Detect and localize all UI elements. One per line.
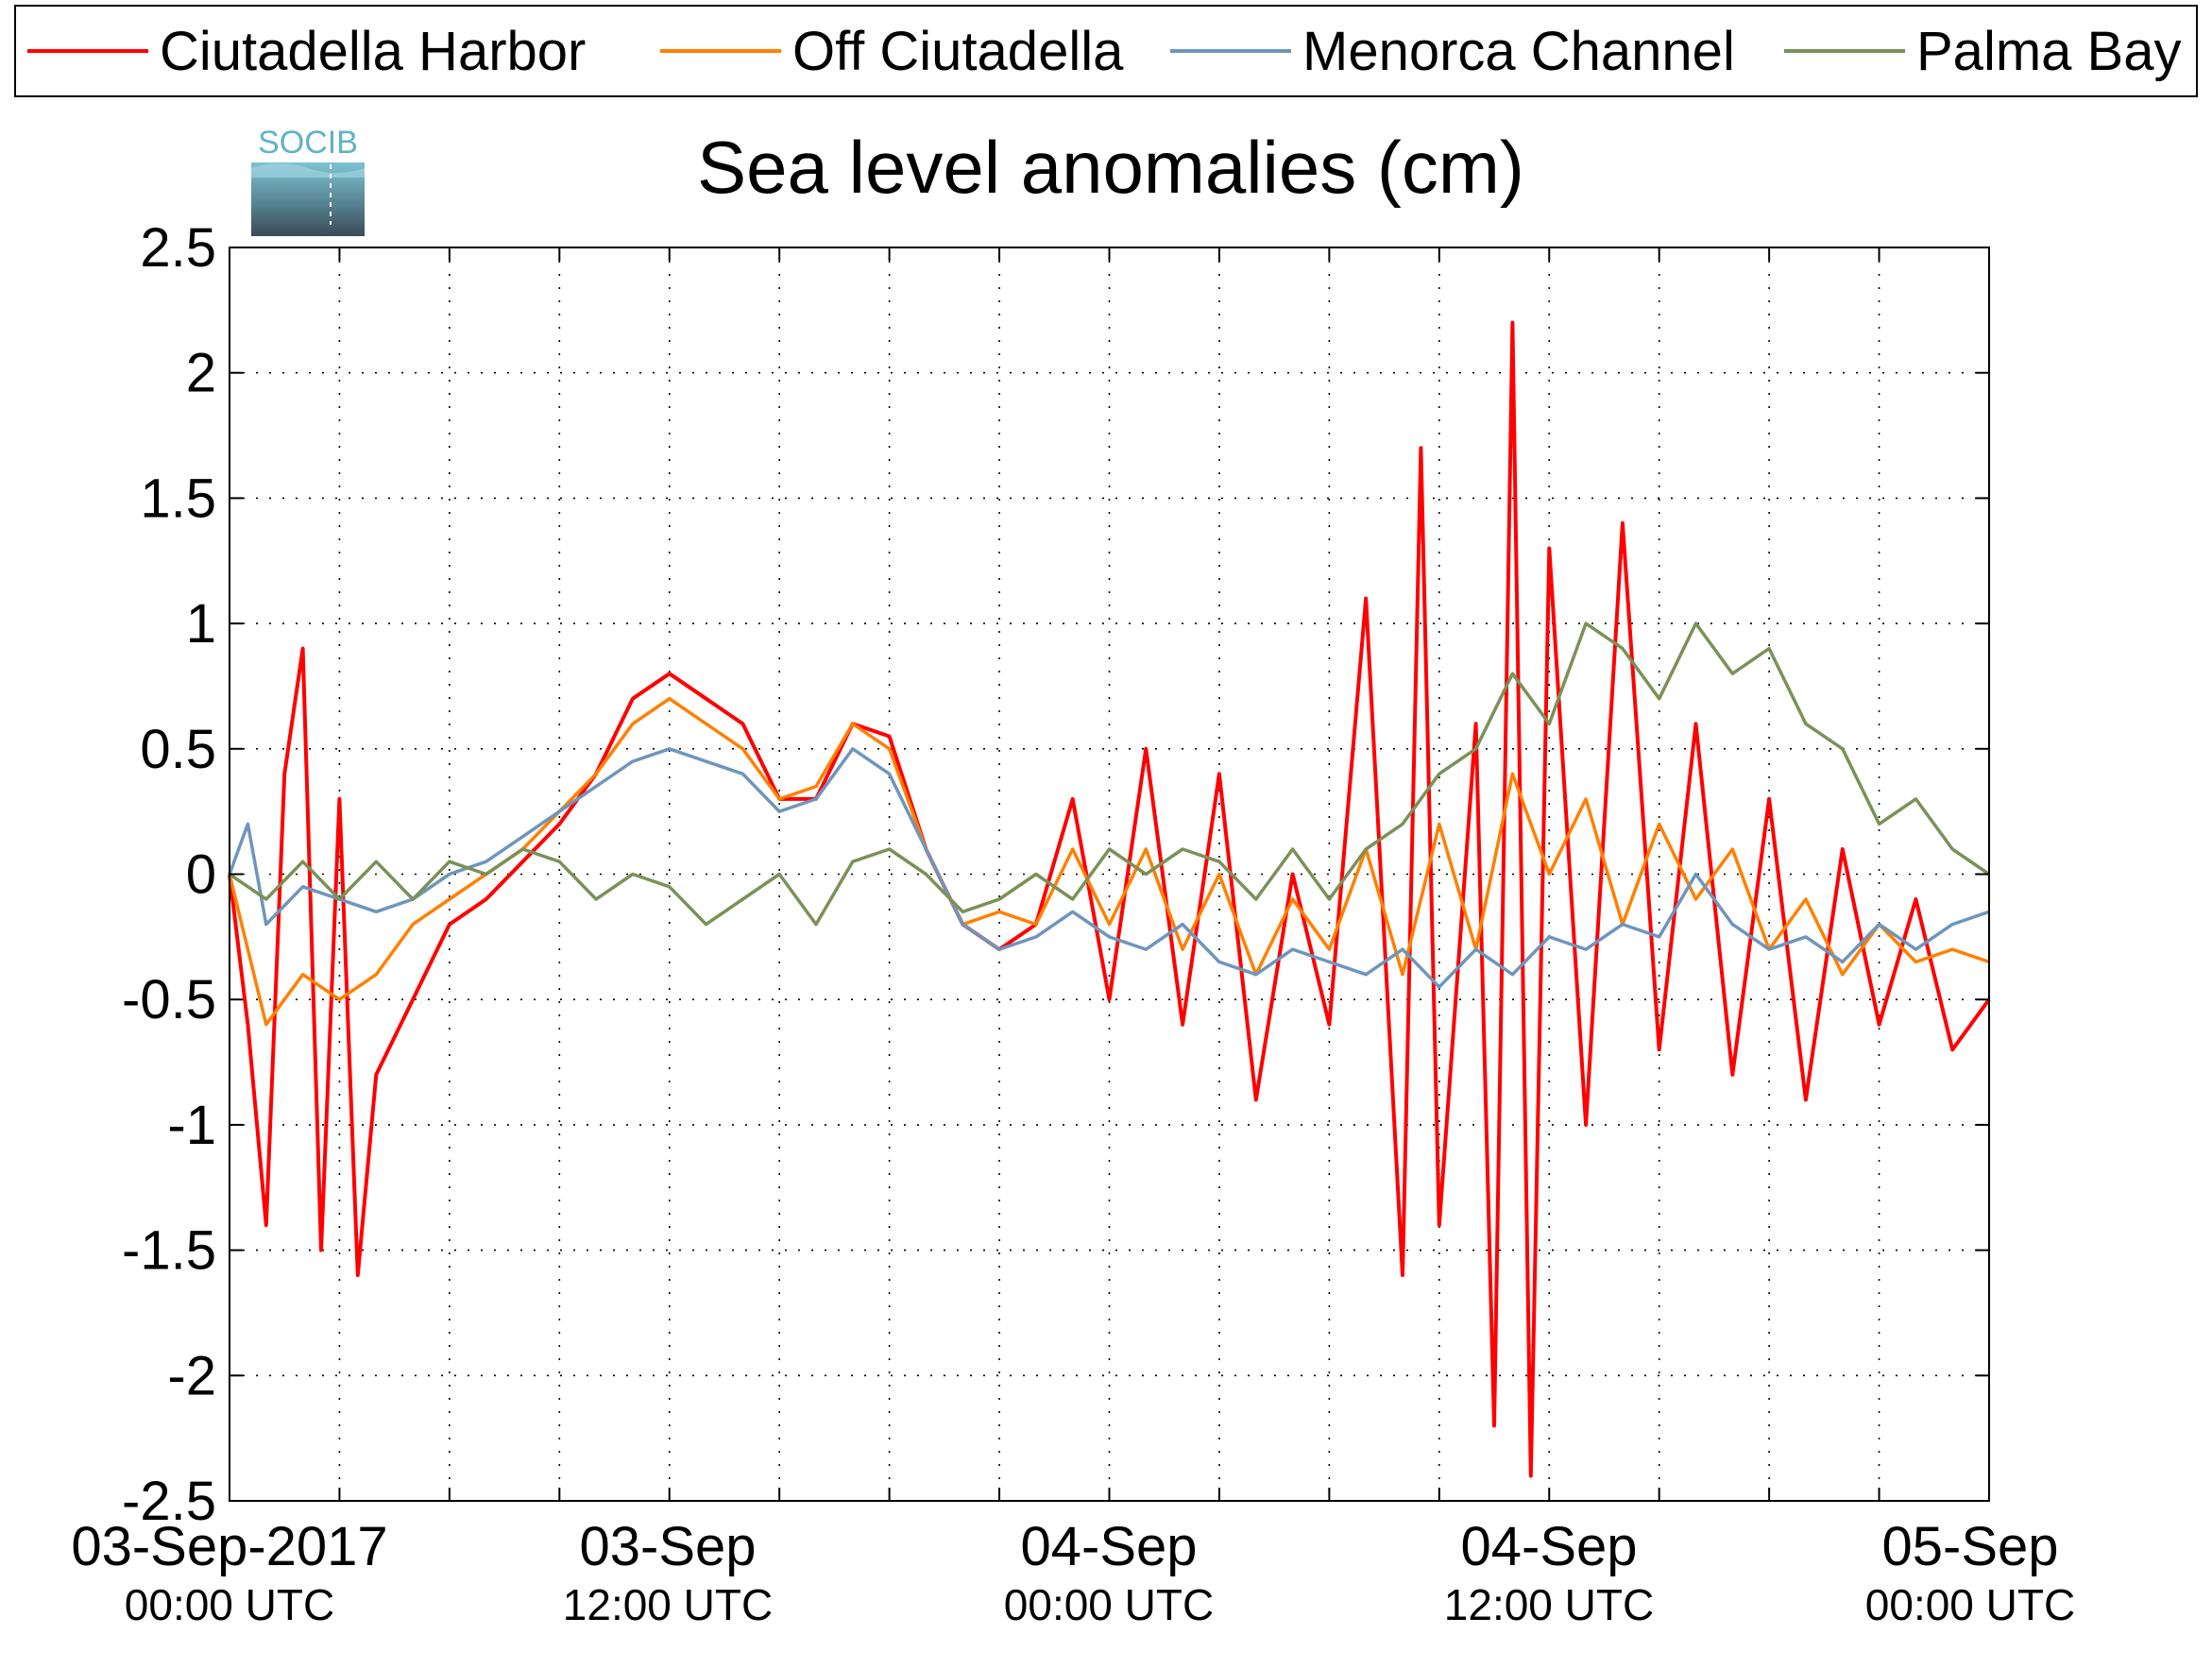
y-axis-tick-labels: 2.5 2 1.5 1 0.5 0 -0.5 -1 -1.5 -2 -2.5 — [122, 217, 216, 1532]
chart-title: Sea level anomalies (cm) — [697, 126, 1524, 209]
x-tick-label-time: 00:00 UTC — [1865, 1580, 2075, 1629]
series-line-ciutadella-harbor — [228, 320, 1991, 1478]
series-line-palma-bay — [229, 622, 1990, 927]
grid — [230, 247, 1989, 1501]
socib-logo: SOCIB — [251, 121, 365, 236]
x-tick-label-date: 05-Sep — [1881, 1516, 2058, 1577]
series-line-menorca-channel — [228, 747, 1990, 989]
legend-item-off-ciutadella: Off Ciutadella — [660, 7, 1123, 95]
x-tick-label-date: 03-Sep-2017 — [71, 1516, 387, 1577]
y-tick-label: 1.5 — [140, 468, 216, 529]
legend: Ciutadella Harbor Off Ciutadella Menorca… — [14, 5, 2198, 97]
x-tick-label-time: 00:00 UTC — [1004, 1580, 1214, 1629]
legend-label: Off Ciutadella — [792, 20, 1124, 82]
legend-item-ciutadella-harbor: Ciutadella Harbor — [27, 7, 586, 95]
ticks — [229, 247, 1990, 1502]
y-tick-label: 2.5 — [140, 217, 216, 279]
y-tick-label: 0 — [186, 844, 216, 906]
legend-swatch — [27, 49, 148, 53]
x-tick-label-time: 00:00 UTC — [125, 1580, 334, 1629]
x-tick-label-time: 12:00 UTC — [1444, 1580, 1654, 1629]
series-layer — [228, 320, 1991, 1478]
legend-label: Ciutadella Harbor — [160, 20, 587, 82]
y-tick-label: -2.5 — [122, 1471, 216, 1532]
legend-label: Palma Bay — [1916, 20, 2182, 82]
x-tick-label-date: 03-Sep — [579, 1516, 756, 1577]
legend-swatch — [1784, 49, 1905, 53]
y-tick-label: 0.5 — [140, 719, 216, 780]
y-tick-label: -0.5 — [122, 969, 216, 1030]
y-tick-label: -2 — [167, 1345, 216, 1406]
y-tick-label: -1 — [167, 1095, 216, 1156]
y-tick-label: -1.5 — [122, 1220, 216, 1282]
legend-item-palma-bay: Palma Bay — [1784, 7, 2181, 95]
logo-text: SOCIB — [258, 125, 358, 161]
x-tick-label-date: 04-Sep — [1020, 1516, 1197, 1577]
legend-item-menorca-channel: Menorca Channel — [1170, 7, 1735, 95]
x-tick-label-time: 12:00 UTC — [563, 1580, 773, 1629]
legend-label: Menorca Channel — [1302, 20, 1735, 82]
y-tick-label: 2 — [186, 343, 216, 404]
legend-swatch — [660, 49, 781, 53]
x-tick-label-date: 04-Sep — [1460, 1516, 1637, 1577]
y-tick-label: 1 — [186, 593, 216, 655]
legend-swatch — [1170, 49, 1291, 53]
socib-logo-icon: SOCIB — [251, 125, 365, 236]
